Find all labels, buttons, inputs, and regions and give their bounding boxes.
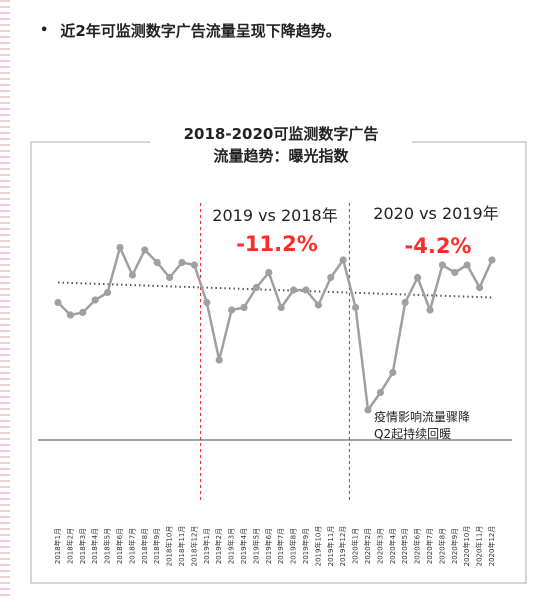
data-point: [190, 261, 198, 269]
data-point: [314, 301, 322, 309]
x-tick-label: 2019年9月: [301, 528, 310, 564]
note-line2: Q2起持续回暖: [374, 426, 451, 441]
x-tick-label: 2020年9月: [450, 528, 459, 564]
x-tick-label: 2020年10月: [462, 526, 471, 567]
data-point: [116, 243, 124, 252]
headline-text: 近2年可监测数字广告流量呈现下降趋势。: [60, 22, 341, 40]
x-tick-label: 2019年11月: [326, 526, 335, 567]
data-point: [339, 256, 347, 264]
data-point: [228, 306, 236, 314]
x-tick-label: 2019年3月: [227, 528, 236, 564]
x-tick-label: 2020年4月: [388, 528, 397, 564]
data-point: [376, 388, 384, 397]
x-tick-label: 2019年2月: [214, 528, 223, 564]
data-point: [476, 283, 484, 292]
x-tick-label: 2020年7月: [425, 528, 434, 564]
period1-value: -11.2%: [236, 232, 318, 256]
data-point: [66, 311, 74, 319]
x-tick-label: 2020年5月: [400, 528, 409, 564]
data-point: [302, 286, 310, 294]
left-edge-decoration: [0, 0, 10, 600]
data-point: [414, 273, 422, 282]
x-tick-label: 2019年8月: [289, 528, 298, 564]
data-point: [364, 406, 372, 414]
x-tick-label: 2020年3月: [375, 528, 384, 564]
data-point: [141, 246, 149, 254]
headline: • 近2年可监测数字广告流量呈现下降趋势。: [40, 20, 341, 41]
x-tick-label: 2018年12月: [189, 526, 198, 567]
period2-label: 2020 vs 2019年: [373, 204, 498, 223]
period2-value: -4.2%: [405, 234, 472, 258]
x-tick-label: 2019年1月: [202, 528, 211, 564]
data-point: [203, 298, 211, 307]
data-point: [128, 271, 136, 279]
x-tick-label: 2019年10月: [313, 526, 322, 567]
x-tick-label: 2019年7月: [276, 528, 285, 564]
series-line: [57, 246, 494, 412]
data-point: [54, 298, 62, 307]
x-tick-label: 2018年6月: [115, 528, 124, 564]
data-point: [327, 273, 335, 282]
data-point: [277, 303, 285, 312]
x-tick-label: 2018年3月: [78, 528, 87, 564]
x-tick-label: 2019年12月: [338, 526, 347, 567]
data-point: [215, 356, 223, 364]
x-tick-label: 2018年4月: [90, 528, 99, 564]
x-tick-label: 2020年8月: [437, 528, 446, 564]
x-tick-label: 2020年11月: [475, 526, 484, 567]
data-point: [438, 261, 446, 269]
x-tick-label: 2018年7月: [127, 528, 136, 564]
chart-title-line2: 流量趋势：曝光指数: [213, 147, 349, 165]
x-tick-label: 2018年10月: [165, 526, 174, 567]
note-line1: 疫情影响流量骤降: [374, 409, 470, 424]
period1-label: 2019 vs 2018年: [212, 206, 337, 225]
data-point: [401, 298, 409, 307]
data-point: [488, 256, 496, 264]
x-tick-label: 2019年5月: [251, 528, 260, 564]
data-point: [252, 283, 260, 292]
x-tick-label: 2019年4月: [239, 528, 248, 564]
plot-area: 2018年1月 2018年2月 2018年3月 2018年4月 2018年5月 2018年…: [38, 203, 512, 566]
title-background: [150, 120, 412, 168]
x-tick-label: 2020年1月: [351, 528, 360, 564]
data-point: [463, 261, 471, 269]
data-point: [290, 286, 298, 294]
x-tick-label: 2018年2月: [65, 528, 74, 564]
x-tick-label: 2020年2月: [363, 528, 372, 564]
x-tick-label: 2018年11月: [177, 526, 186, 567]
x-tick-label: 2018年5月: [103, 528, 112, 564]
data-point: [240, 303, 248, 312]
x-tick-label: 2020年12月: [487, 526, 496, 567]
data-point: [389, 368, 397, 377]
data-point: [166, 273, 174, 282]
data-point: [426, 306, 434, 314]
bullet: •: [40, 23, 49, 38]
data-point: [178, 258, 186, 267]
data-point: [153, 258, 161, 267]
data-point: [91, 296, 99, 304]
data-point: [104, 288, 112, 297]
data-point: [352, 303, 360, 312]
x-tick-label: 2018年8月: [140, 528, 149, 564]
x-tick-label: 2018年1月: [53, 528, 62, 564]
data-point: [79, 308, 87, 317]
x-tick-label: 2019年6月: [264, 528, 273, 564]
x-tick-label: 2018年9月: [152, 528, 161, 564]
data-point: [265, 268, 273, 277]
chart-title-line1: 2018-2020可监测数字广告: [184, 125, 379, 143]
data-point: [451, 268, 459, 277]
x-tick-label: 2020年6月: [413, 528, 422, 564]
